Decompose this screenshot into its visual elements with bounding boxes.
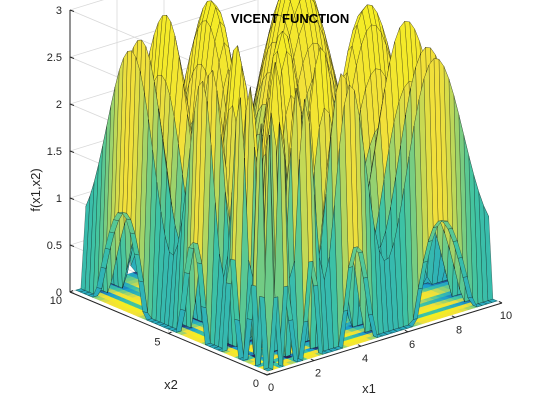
z-axis-label: f(x1,x2) (28, 168, 43, 211)
x2-axis-label: x2 (164, 377, 178, 392)
y-tick-label: 10 (50, 295, 62, 307)
surface-cell (263, 367, 274, 372)
z-tick-mark (69, 150, 75, 153)
x-tick-mark (451, 315, 456, 318)
axis-line (266, 302, 503, 376)
y-tick-mark (168, 331, 172, 334)
x-tick-label: 2 (315, 368, 321, 380)
z-tick-mark (69, 56, 75, 59)
chart-title: VICENT FUNCTION (231, 11, 349, 26)
z-tick-mark (69, 103, 75, 106)
x-tick-mark (498, 301, 503, 304)
x-tick-label: 8 (456, 324, 462, 336)
z-tick-label: 0 (56, 287, 62, 299)
y-tick-label: 5 (154, 337, 160, 349)
y-tick-mark (266, 373, 271, 376)
x-tick-mark (263, 373, 268, 376)
z-tick-label: 1 (56, 193, 62, 205)
z-tick-label: 1.5 (47, 146, 62, 158)
z-tick-mark (69, 244, 75, 247)
z-tick-label: 0.5 (47, 240, 62, 252)
x1-axis-label: x1 (362, 381, 376, 396)
y-tick-label: 0 (253, 378, 259, 390)
x-tick-label: 4 (362, 353, 368, 365)
x-tick-label: 10 (500, 310, 512, 322)
z-tick-label: 3 (56, 5, 62, 17)
y-tick-mark (69, 290, 74, 293)
x-tick-label: 6 (409, 339, 415, 351)
x-tick-mark (404, 329, 409, 333)
surface-plot (75, 0, 498, 372)
z-tick-mark (69, 9, 75, 12)
x-tick-mark (357, 344, 362, 347)
z-tick-mark (69, 291, 75, 294)
z-tick-label: 2.5 (47, 52, 62, 64)
x-tick-label: 0 (268, 382, 274, 394)
x-tick-mark (310, 358, 315, 362)
z-tick-mark (69, 197, 75, 200)
z-tick-label: 2 (56, 99, 62, 111)
